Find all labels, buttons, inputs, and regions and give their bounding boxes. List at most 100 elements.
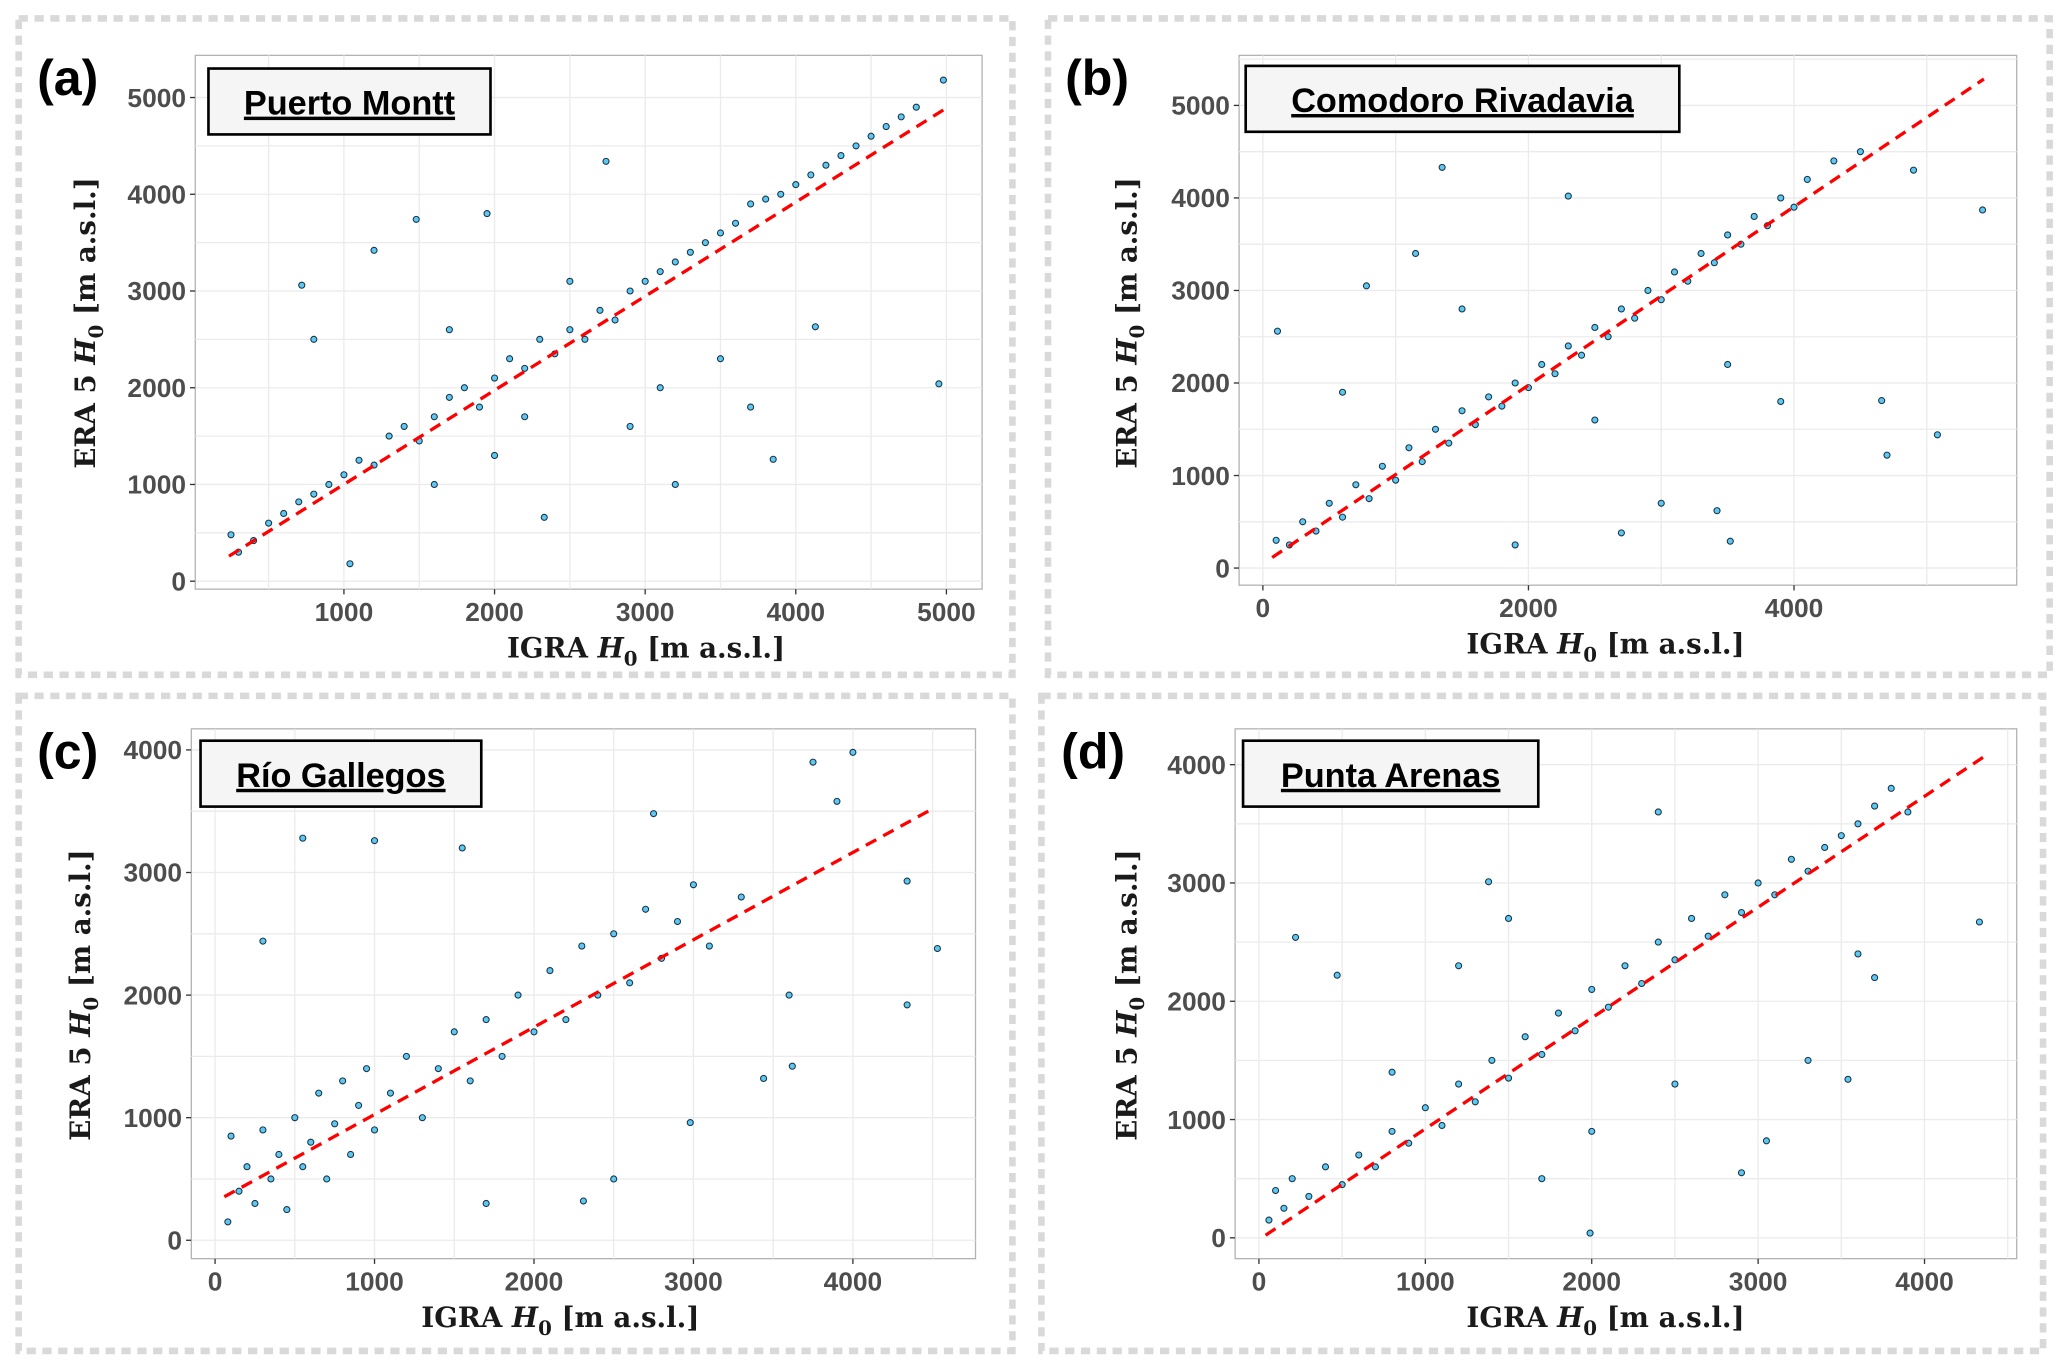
data-point	[1904, 808, 1912, 816]
data-point	[1458, 407, 1466, 415]
data-point	[1551, 370, 1559, 378]
data-point	[363, 1065, 371, 1073]
data-point	[227, 531, 235, 539]
y-tick-label: 3000	[123, 858, 182, 888]
data-point	[1485, 393, 1493, 401]
data-point	[882, 122, 890, 131]
data-point	[1979, 206, 1987, 214]
data-point	[280, 509, 288, 518]
data-point	[689, 881, 697, 889]
y-tick-label: 3000	[1171, 276, 1230, 306]
data-point	[1878, 397, 1886, 405]
data-point	[578, 942, 586, 950]
y-tick-label: 5000	[1171, 91, 1230, 121]
y-tick-label: 3000	[1167, 868, 1226, 898]
data-point	[521, 413, 529, 421]
data-point	[385, 432, 393, 440]
x-axis-title-unit: [m a.s.l.]	[637, 632, 785, 665]
data-point	[933, 944, 941, 953]
title-box	[1244, 64, 1681, 134]
data-point	[811, 323, 819, 331]
data-point	[402, 1052, 410, 1060]
x-axis-title: IGRA H0 [m a.s.l.]	[1466, 628, 1744, 667]
panel-title: Río Gallegos	[236, 757, 445, 795]
y-axis-title-var: H	[69, 338, 102, 366]
data-point	[1265, 1216, 1273, 1224]
data-point	[596, 306, 604, 314]
x-tick-label: 1000	[315, 597, 374, 627]
x-tick-label: 2000	[1499, 593, 1558, 623]
y-axis-title: ERA 5 H0 [m a.s.l.]	[1110, 849, 1149, 1140]
data-point	[265, 519, 273, 527]
data-point	[1321, 1163, 1330, 1171]
x-axis-title-sub: 0	[1583, 1316, 1597, 1340]
y-axis-title-sub: 0	[1125, 997, 1149, 1011]
x-tick-label: 3000	[1729, 1266, 1788, 1296]
y-axis-title-var: H	[64, 1010, 97, 1038]
data-point	[1299, 518, 1307, 526]
data-point	[1578, 351, 1586, 359]
data-point	[1790, 203, 1798, 211]
data-point	[579, 1197, 587, 1205]
data-point	[1604, 1003, 1612, 1011]
data-point	[1697, 249, 1705, 258]
y-tick-label: 1000	[1167, 1105, 1226, 1135]
data-point	[1588, 1127, 1596, 1135]
y-axis-title-prefix: ERA 5	[1110, 365, 1143, 469]
data-point	[418, 1114, 426, 1122]
data-point	[1844, 1075, 1852, 1083]
data-point	[731, 219, 740, 227]
panel-frame	[1038, 692, 2047, 1355]
y-axis-title-sub: 0	[1125, 325, 1149, 339]
data-point	[1821, 843, 1829, 852]
data-point	[1280, 1204, 1288, 1212]
data-point	[1388, 1127, 1396, 1135]
x-tick-label: 3000	[664, 1266, 723, 1296]
x-tick-label: 4000	[824, 1266, 883, 1296]
data-point	[1378, 462, 1386, 470]
y-axis-title-unit: [m a.s.l.]	[1110, 849, 1143, 997]
data-point	[602, 157, 610, 165]
data-point	[792, 181, 800, 189]
data-point	[566, 326, 574, 334]
data-point	[224, 1218, 232, 1226]
x-tick-label: 2000	[1562, 1266, 1621, 1296]
data-point	[530, 1028, 538, 1036]
data-point	[331, 1120, 339, 1128]
data-point	[514, 991, 522, 999]
x-axis-title-sub: 0	[1583, 643, 1597, 667]
data-point	[1586, 1229, 1594, 1237]
fit-line	[223, 809, 931, 1199]
data-point	[546, 967, 554, 975]
data-point	[299, 834, 307, 842]
x-axis-title-var: H	[1556, 1301, 1584, 1334]
data-point	[1458, 305, 1466, 313]
y-axis-title-unit: [m a.s.l.]	[1110, 177, 1143, 325]
x-axis-title-prefix: IGRA	[1466, 628, 1557, 661]
x-tick-label: 1000	[1396, 1266, 1455, 1296]
data-point	[935, 380, 943, 388]
data-point	[785, 991, 793, 999]
data-point	[1418, 458, 1426, 466]
title-box	[1241, 739, 1540, 808]
data-point	[460, 384, 468, 392]
y-tick-label: 4000	[1171, 183, 1230, 213]
data-point	[1538, 1050, 1546, 1059]
data-point	[642, 905, 650, 913]
data-point	[1455, 1080, 1463, 1088]
data-point	[339, 1077, 347, 1085]
data-point	[1688, 914, 1696, 923]
data-point	[1511, 541, 1519, 549]
y-tick-label: 0	[1211, 1223, 1226, 1253]
y-tick-label: 2000	[1171, 368, 1230, 398]
data-point	[1362, 282, 1371, 290]
data-point	[1591, 323, 1599, 332]
data-point	[641, 277, 649, 285]
data-point	[483, 210, 491, 218]
data-point	[852, 142, 860, 150]
x-axis-title-unit: [m a.s.l.]	[1597, 628, 1745, 661]
data-point	[626, 287, 634, 295]
y-tick-label: 0	[171, 566, 186, 596]
data-point	[299, 1163, 307, 1171]
data-point	[243, 1163, 251, 1171]
